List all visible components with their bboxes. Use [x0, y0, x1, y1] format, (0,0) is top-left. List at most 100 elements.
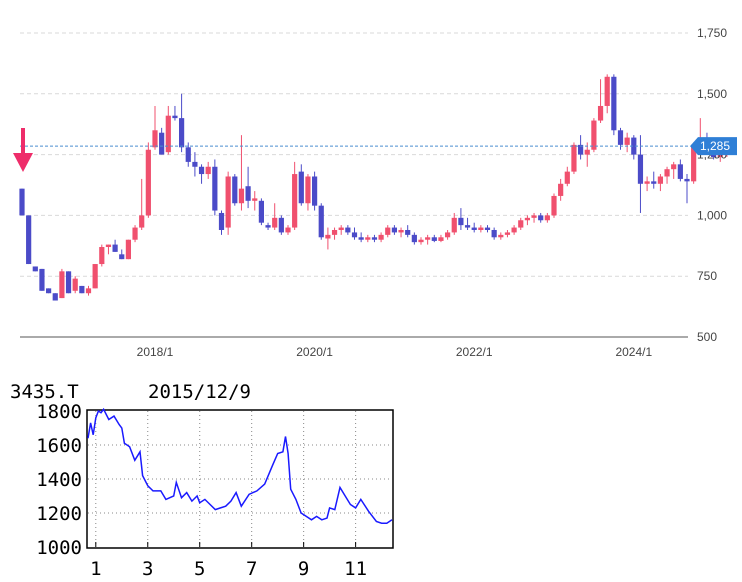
candle-body: [245, 186, 251, 201]
candle: [278, 215, 284, 235]
candle-body: [205, 166, 211, 175]
candle-body: [657, 176, 663, 184]
chart-date: 2015/12/9: [148, 381, 251, 403]
candle: [391, 225, 397, 235]
candle-body: [318, 205, 324, 238]
candle: [604, 74, 610, 114]
candle: [498, 232, 504, 240]
candle-body: [258, 200, 264, 223]
y-tick-label: 1400: [36, 469, 82, 491]
x-tick-label: 11: [344, 558, 367, 580]
candle: [312, 171, 318, 211]
candle-body: [212, 166, 218, 211]
candle-body: [19, 188, 25, 216]
candle: [105, 244, 112, 255]
candle: [411, 232, 417, 245]
candle-body: [292, 174, 298, 228]
candle: [684, 174, 690, 204]
candle: [72, 276, 78, 294]
candle: [218, 210, 225, 235]
x-tick-label: 2022/1: [456, 345, 493, 359]
candle-body: [32, 266, 38, 272]
candle: [265, 222, 271, 230]
candle-body: [391, 227, 397, 233]
candle-body: [46, 288, 52, 294]
candle: [664, 166, 670, 184]
candle: [245, 166, 251, 209]
candle-body: [411, 234, 417, 243]
y-tick-label: 1000: [36, 537, 82, 559]
candle-body: [624, 137, 630, 145]
candle: [551, 193, 557, 218]
candle-body: [252, 198, 258, 201]
candle-body: [578, 144, 584, 155]
candle: [471, 222, 477, 233]
candle-body: [92, 264, 98, 289]
candle-body: [451, 217, 457, 233]
candle-body: [285, 227, 291, 233]
candle-body: [179, 118, 185, 148]
candle: [185, 142, 191, 167]
candle-body: [471, 227, 477, 230]
candle: [125, 239, 131, 260]
candle: [591, 118, 597, 153]
candle: [345, 225, 351, 235]
candle: [445, 229, 451, 240]
candle: [451, 212, 457, 235]
candle-body: [651, 181, 657, 184]
candle: [351, 227, 358, 240]
y-tick-label: 1200: [36, 503, 82, 525]
candle-body: [325, 234, 331, 239]
candle: [272, 203, 278, 230]
candle-body: [59, 271, 65, 299]
candle-body: [558, 183, 564, 196]
y-tick-label: 1800: [36, 401, 82, 423]
plot-frame: [86, 409, 394, 549]
candle: [518, 217, 524, 230]
candle-body: [445, 232, 451, 238]
candle-body: [185, 147, 191, 162]
candle-body: [26, 215, 32, 265]
x-tick-label: 5: [194, 558, 205, 580]
y-tick-label: 1,750: [697, 26, 727, 40]
candle-body: [225, 176, 231, 228]
candle: [597, 79, 604, 123]
candle: [179, 93, 185, 153]
candle: [39, 268, 45, 291]
candle: [165, 105, 171, 155]
candle: [578, 135, 584, 160]
candle: [491, 227, 497, 240]
candle-body: [305, 176, 311, 204]
x-tick-label: 9: [298, 558, 309, 580]
candle: [611, 74, 617, 136]
candle-body: [112, 244, 118, 252]
candle-body: [99, 247, 105, 265]
candle: [405, 225, 411, 238]
candle-body: [351, 232, 358, 238]
candle: [671, 161, 677, 179]
y-tick-label: 1,000: [697, 208, 727, 222]
candle: [657, 174, 663, 192]
candle: [92, 264, 98, 289]
candle: [677, 159, 683, 182]
candle-body: [584, 149, 590, 155]
candle: [225, 171, 231, 235]
candle-body: [691, 144, 697, 182]
candle: [378, 232, 384, 243]
candle: [232, 174, 238, 206]
candle-body: [544, 215, 550, 221]
candle: [145, 142, 151, 218]
candle: [292, 161, 298, 230]
candle-body: [152, 130, 158, 148]
candle-body: [85, 288, 92, 294]
candle-body: [65, 271, 72, 294]
candle: [418, 237, 424, 245]
y-tick-label: 1,500: [697, 87, 727, 101]
candle: [358, 232, 364, 243]
candle: [431, 234, 437, 243]
candle-body: [564, 171, 570, 184]
y-tick-label: 1600: [36, 435, 82, 457]
price-line: [87, 407, 393, 524]
candle-body: [145, 149, 151, 216]
candle: [258, 198, 264, 226]
